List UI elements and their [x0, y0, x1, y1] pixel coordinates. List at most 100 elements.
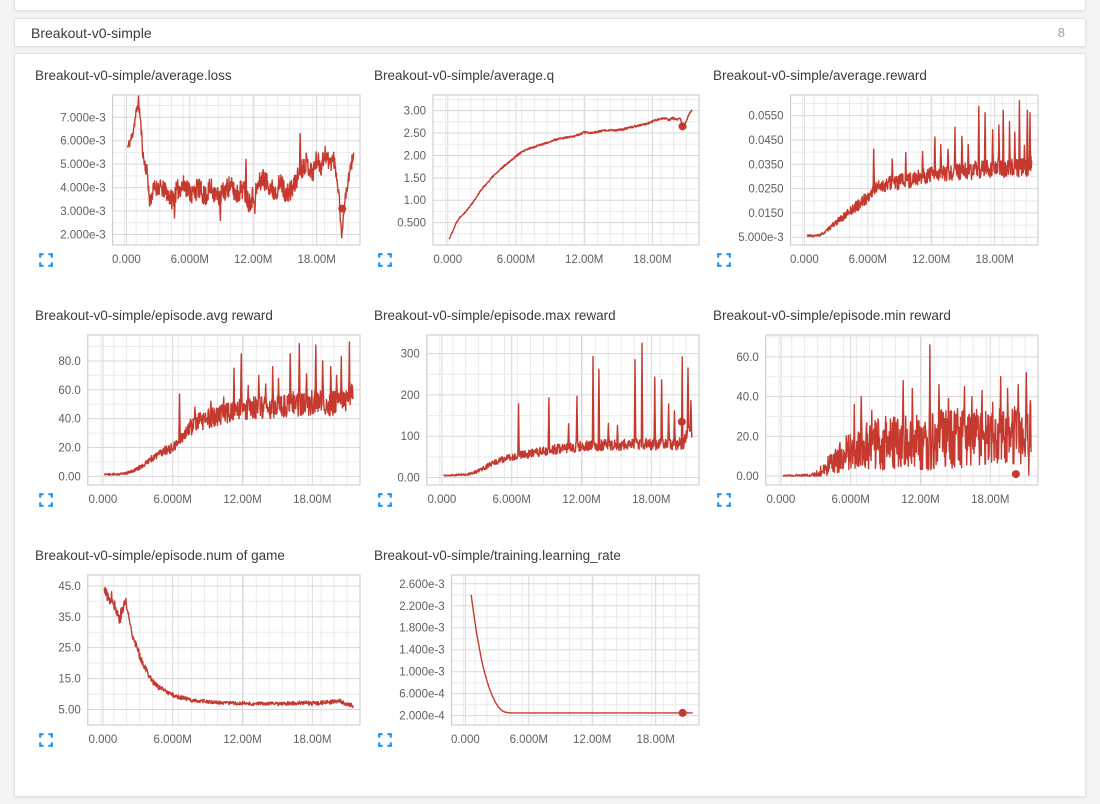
y-axis-labels: 2.000e-4 6.000e-4 1.000e-3 1.400e-3 1.800e-3… [399, 579, 445, 723]
y-axis-labels: 5.00 15.0 25.0 35.0 45.0 [58, 581, 80, 717]
svg-text:0.000: 0.000 [89, 734, 118, 746]
last-point-marker [677, 417, 686, 426]
svg-text:1.400e-3: 1.400e-3 [399, 645, 444, 657]
expand-icon[interactable] [378, 493, 392, 507]
svg-text:6.000M: 6.000M [171, 254, 209, 266]
chart-card: Breakout-v0-simple/episode.min reward 0.0… [711, 307, 1047, 517]
svg-text:6.000e-4: 6.000e-4 [399, 689, 445, 701]
plot-border [87, 574, 361, 726]
svg-text:1.800e-3: 1.800e-3 [399, 623, 444, 635]
svg-text:0.000: 0.000 [451, 734, 480, 746]
svg-text:40.0: 40.0 [736, 392, 758, 404]
svg-text:2.000e-3: 2.000e-3 [60, 229, 105, 241]
gridlines [112, 95, 361, 245]
charts-grid: Breakout-v0-simple/average.loss 2.000e-3 3… [33, 67, 1085, 757]
svg-text:6.000M: 6.000M [493, 494, 531, 506]
svg-text:45.0: 45.0 [58, 581, 80, 593]
svg-text:2.600e-3: 2.600e-3 [399, 579, 444, 591]
svg-text:0.0450: 0.0450 [748, 135, 783, 147]
expand-icon[interactable] [39, 493, 53, 507]
svg-text:12.00M: 12.00M [901, 494, 939, 506]
svg-text:20.0: 20.0 [736, 431, 758, 443]
expand-icon[interactable] [717, 493, 731, 507]
expand-icon[interactable] [717, 253, 731, 267]
line-chart[interactable]: 0.500 1.00 1.50 2.00 2.50 3.00 0.000 6.000M 12.0… [372, 89, 708, 277]
plot-border [432, 94, 700, 246]
line-chart[interactable]: 0.00 20.0 40.0 60.0 80.0 0.000 6.000M 12.00M 18.… [33, 329, 369, 517]
svg-text:12.00M: 12.00M [562, 494, 600, 506]
svg-text:25.0: 25.0 [58, 643, 80, 655]
gridlines [451, 575, 700, 725]
svg-text:6.000M: 6.000M [497, 254, 535, 266]
chart-title: Breakout-v0-simple/episode.min reward [713, 308, 951, 323]
svg-text:12.00M: 12.00M [234, 254, 272, 266]
svg-text:7.000e-3: 7.000e-3 [60, 112, 105, 124]
svg-text:3.00: 3.00 [404, 106, 426, 118]
x-axis-labels: 0.000 6.000M 12.00M 18.00M [767, 494, 1010, 506]
svg-text:0.500: 0.500 [397, 218, 426, 230]
svg-text:12.00M: 12.00M [223, 494, 261, 506]
svg-text:60.0: 60.0 [58, 385, 80, 397]
svg-text:80.0: 80.0 [58, 356, 80, 368]
svg-text:2.50: 2.50 [404, 128, 426, 140]
plot-border [112, 94, 361, 246]
chart-title: Breakout-v0-simple/average.loss [35, 68, 232, 83]
charts-panel: Breakout-v0-simple/average.loss 2.000e-3 3… [14, 53, 1086, 797]
svg-text:60.0: 60.0 [736, 352, 758, 364]
svg-text:18.00M: 18.00M [632, 494, 670, 506]
y-axis-labels: 0.500 1.00 1.50 2.00 2.50 3.00 [397, 106, 426, 230]
svg-text:15.0: 15.0 [58, 674, 80, 686]
svg-text:0.000: 0.000 [89, 494, 118, 506]
series-line [448, 109, 693, 240]
svg-text:0.0550: 0.0550 [748, 111, 783, 123]
svg-text:18.00M: 18.00M [975, 254, 1013, 266]
line-chart[interactable]: 0.00 20.0 40.0 60.0 0.000 6.000M 12.00M 18.00M [711, 329, 1047, 517]
line-chart[interactable]: 0.00 100 200 300 0.000 6.000M 12.00M 18.00M [372, 329, 708, 517]
svg-text:2.200e-3: 2.200e-3 [399, 601, 444, 613]
svg-text:5.00: 5.00 [58, 705, 80, 717]
svg-text:18.00M: 18.00M [633, 254, 671, 266]
svg-text:5.000e-3: 5.000e-3 [60, 159, 105, 171]
expand-icon[interactable] [39, 733, 53, 747]
series-line [443, 342, 693, 477]
expand-icon[interactable] [378, 733, 392, 747]
gridlines [426, 335, 700, 485]
x-axis-labels: 0.000 6.000M 12.00M 18.00M [89, 494, 332, 506]
series-line [806, 99, 1033, 238]
expand-icon[interactable] [378, 253, 392, 267]
y-axis-labels: 0.00 20.0 40.0 60.0 80.0 [58, 356, 80, 483]
svg-text:18.00M: 18.00M [636, 734, 674, 746]
chart-title: Breakout-v0-simple/episode.avg reward [35, 308, 273, 323]
svg-text:6.000M: 6.000M [154, 494, 192, 506]
svg-text:5.000e-3: 5.000e-3 [738, 232, 783, 244]
series-line [103, 586, 354, 709]
svg-text:6.000M: 6.000M [849, 254, 887, 266]
svg-text:0.00: 0.00 [736, 471, 758, 483]
category-header[interactable]: Breakout-v0-simple 8 [14, 18, 1086, 47]
series-line [782, 344, 1032, 477]
y-axis-labels: 2.000e-3 3.000e-3 4.000e-3 5.000e-3 6.000e-3… [60, 112, 105, 241]
expand-icon[interactable] [39, 253, 53, 267]
line-chart[interactable]: 5.00 15.0 25.0 35.0 45.0 0.000 6.000M 12.00M 18.… [33, 569, 369, 757]
svg-text:6.000M: 6.000M [510, 734, 548, 746]
svg-text:0.000: 0.000 [112, 254, 141, 266]
previous-card-remnant [14, 0, 1086, 11]
svg-text:0.00: 0.00 [58, 471, 80, 483]
x-axis-labels: 0.000 6.000M 12.00M 18.00M [89, 734, 332, 746]
line-chart[interactable]: 5.000e-3 0.0150 0.0250 0.0350 0.0450 0.0550 0.… [711, 89, 1047, 277]
chart-card: Breakout-v0-simple/average.reward 5.000e-… [711, 67, 1047, 277]
svg-text:18.00M: 18.00M [293, 494, 331, 506]
svg-text:0.000: 0.000 [433, 254, 462, 266]
x-axis-labels: 0.000 6.000M 12.00M 18.00M [428, 494, 671, 506]
svg-text:6.000e-3: 6.000e-3 [60, 136, 105, 148]
svg-text:0.0350: 0.0350 [748, 159, 783, 171]
plot-border [426, 334, 700, 486]
line-chart[interactable]: 2.000e-4 6.000e-4 1.000e-3 1.400e-3 1.800e-3… [372, 569, 708, 757]
svg-text:20.0: 20.0 [58, 443, 80, 455]
svg-text:18.00M: 18.00M [293, 734, 331, 746]
line-chart[interactable]: 2.000e-3 3.000e-3 4.000e-3 5.000e-3 6.000e-3… [33, 89, 369, 277]
svg-text:35.0: 35.0 [58, 612, 80, 624]
chart-card: Breakout-v0-simple/average.q 0.500 1.00 1.5… [372, 67, 708, 277]
chart-title: Breakout-v0-simple/training.learning_rat… [374, 548, 621, 563]
last-point-marker [678, 708, 687, 717]
